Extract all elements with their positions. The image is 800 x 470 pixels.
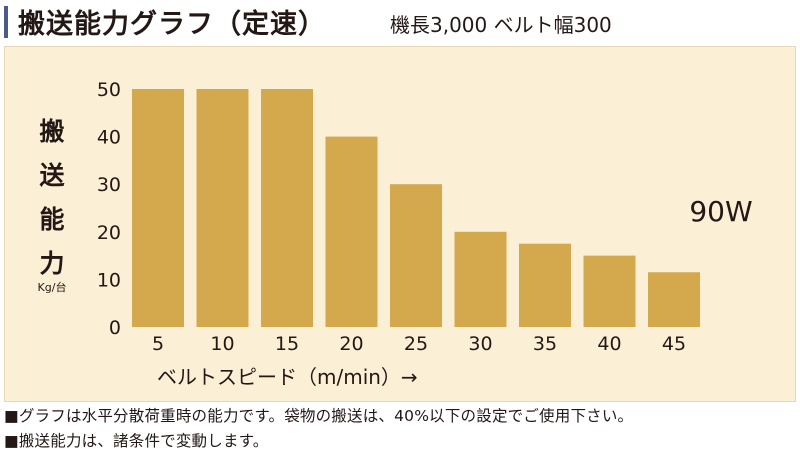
bar	[261, 89, 313, 327]
x-tick-label: 40	[597, 333, 621, 355]
y-tick-label: 50	[97, 79, 121, 101]
chart-title: 搬送能力グラフ（定速）	[18, 9, 326, 40]
x-tick-label: 25	[404, 333, 428, 355]
bar	[132, 89, 184, 327]
y-axis-label-char: 力	[39, 249, 64, 278]
bar	[325, 136, 378, 327]
x-tick-label: 15	[275, 333, 299, 355]
y-tick-label: 0	[109, 317, 121, 339]
x-tick-label: 30	[468, 333, 492, 355]
bar	[196, 89, 249, 327]
x-tick-label: 20	[339, 333, 363, 355]
bar	[648, 272, 700, 327]
y-axis-label-char: 能	[39, 205, 64, 234]
y-axis-label-char: 搬	[39, 117, 64, 146]
note-line: ■グラフは水平分散荷重時の能力です。袋物の搬送は、40%以下の設定でご使用下さい…	[4, 407, 634, 425]
note-line: ■搬送能力は、諸条件で変動します。	[4, 432, 269, 450]
y-tick-label: 20	[97, 222, 121, 244]
x-tick-label: 5	[152, 333, 164, 355]
x-axis-label: ベルトスピード（m/min）→	[157, 365, 418, 389]
machine-spec: 機長3,000 ベルト幅300	[390, 13, 612, 37]
notes: ■グラフは水平分散荷重時の能力です。袋物の搬送は、40%以下の設定でご使用下さい…	[4, 404, 796, 454]
y-axis-unit: Kg/台	[38, 280, 67, 294]
header: 搬送能力グラフ（定速） 機長3,000 ベルト幅300	[0, 0, 800, 44]
bar	[519, 243, 571, 327]
y-tick-label: 30	[97, 174, 121, 196]
y-axis-label-char: 送	[39, 161, 64, 190]
bar	[454, 231, 507, 327]
y-tick-label: 10	[97, 269, 121, 291]
x-tick-label: 45	[662, 333, 686, 355]
x-tick-label: 35	[533, 333, 557, 355]
power-annotation: 90W	[689, 195, 752, 228]
x-tick-label: 10	[210, 333, 234, 355]
title-accent-bar	[4, 6, 8, 38]
y-tick-label: 40	[97, 127, 121, 149]
bar	[390, 184, 442, 327]
bar	[583, 255, 636, 327]
